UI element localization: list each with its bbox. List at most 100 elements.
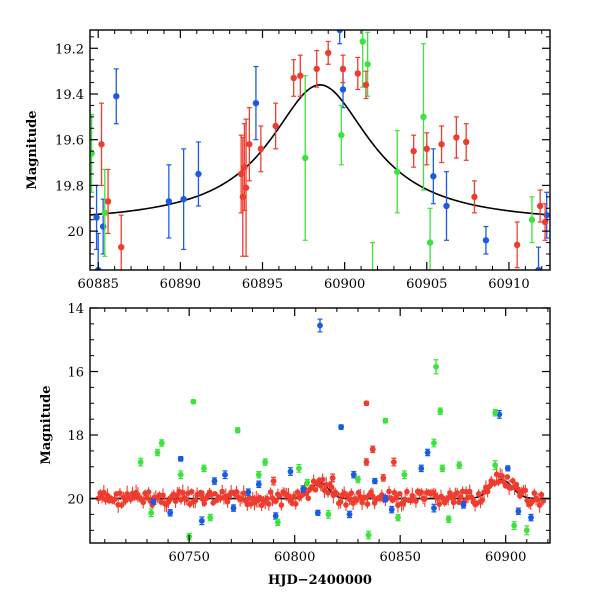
red-point (312, 487, 319, 493)
red-point (272, 122, 279, 130)
red-point (404, 488, 410, 495)
blue-point (504, 465, 511, 472)
blue-point (180, 195, 187, 203)
green-point (492, 462, 499, 469)
green-point (355, 476, 361, 483)
red-point (438, 141, 445, 148)
green-point (523, 527, 530, 534)
bottom-plot-area (90, 318, 550, 541)
green-point (137, 459, 144, 465)
red-point (290, 74, 297, 82)
red-point (188, 488, 195, 495)
green-point (433, 363, 439, 370)
red-point (224, 498, 231, 505)
green-point (395, 514, 401, 521)
red-point (413, 498, 419, 504)
red-point (117, 490, 123, 496)
top-tick-marks: 60885 60890 60895 60900 60905 60910 19.2 19.4 19… (55, 30, 550, 292)
blue-point (443, 202, 450, 210)
red-point (410, 147, 417, 155)
red-point (423, 145, 430, 153)
red-point (334, 491, 340, 497)
y-tick-label: 19.4 (55, 88, 84, 103)
green-point (382, 417, 389, 424)
red-point (329, 474, 336, 481)
blue-point (300, 486, 307, 492)
green-point (426, 239, 434, 246)
x-tick-label: 60895 (242, 277, 283, 292)
blue-point (287, 468, 294, 475)
x-tick-label: 60890 (160, 277, 201, 292)
red-point (266, 501, 272, 507)
model-curve (90, 84, 550, 216)
red-point (325, 489, 331, 496)
x-tick-label: 60800 (274, 550, 315, 565)
y-tick-label: 18 (67, 429, 84, 444)
red-point (536, 502, 543, 509)
red-point (201, 500, 208, 507)
blue-point (338, 424, 345, 430)
red-point (325, 49, 332, 57)
red-point (276, 493, 283, 499)
blue-point (382, 495, 389, 502)
y-tick-label: 20 (67, 493, 84, 508)
blue-point (211, 478, 218, 484)
red-point (348, 490, 355, 496)
blue-point (515, 508, 522, 515)
blue-point (93, 214, 100, 221)
green-point (207, 514, 214, 521)
red-point (380, 474, 387, 481)
green-point (369, 274, 375, 280)
y-tick-label: 19.2 (55, 42, 84, 57)
red-point (145, 489, 152, 495)
red-point (140, 499, 147, 506)
blue-point (350, 471, 357, 478)
red-point (313, 65, 320, 73)
blue-point (371, 478, 378, 484)
y-tick-label: 20 (67, 225, 84, 240)
red-point (513, 241, 521, 249)
green-point (302, 154, 309, 162)
blue-point (317, 322, 323, 329)
red-point (319, 476, 326, 483)
red-point (294, 489, 301, 495)
green-point (154, 449, 161, 456)
green-point (528, 216, 536, 223)
green-point (365, 532, 372, 538)
blue-point (336, 30, 343, 34)
green-point (364, 61, 371, 68)
red-point (471, 193, 478, 201)
blue-point (314, 509, 321, 516)
blue-point (528, 514, 534, 521)
blue-point (255, 481, 262, 488)
red-point (353, 497, 360, 503)
green-point (431, 440, 437, 446)
red-point (118, 243, 125, 251)
red-point (305, 495, 312, 501)
blue-point (165, 198, 173, 205)
green-point (201, 465, 207, 472)
x-tick-label: 60900 (324, 277, 365, 292)
blue-point (430, 173, 437, 180)
red-point (390, 459, 397, 465)
blue-point (222, 471, 228, 478)
green-point (456, 462, 463, 469)
green-point (234, 427, 241, 434)
blue-point (195, 170, 202, 178)
x-tick-label: 60850 (380, 550, 421, 565)
green-point (439, 465, 446, 472)
blue-point (177, 455, 184, 462)
bottom-tick-marks: 60750 60800 60850 60900 14 16 18 20 (67, 302, 550, 565)
x-tick-label: 60885 (78, 277, 119, 292)
blue-point (424, 449, 431, 456)
red-point (538, 491, 545, 498)
bottom-y-axis-label: Magnitude (39, 385, 54, 464)
top-y-axis-label: Magnitude (25, 110, 40, 189)
red-point (246, 141, 253, 148)
red-point (504, 474, 511, 480)
green-point (420, 113, 427, 121)
red-point (291, 493, 297, 499)
green-point (511, 522, 518, 529)
green-point (90, 150, 95, 157)
